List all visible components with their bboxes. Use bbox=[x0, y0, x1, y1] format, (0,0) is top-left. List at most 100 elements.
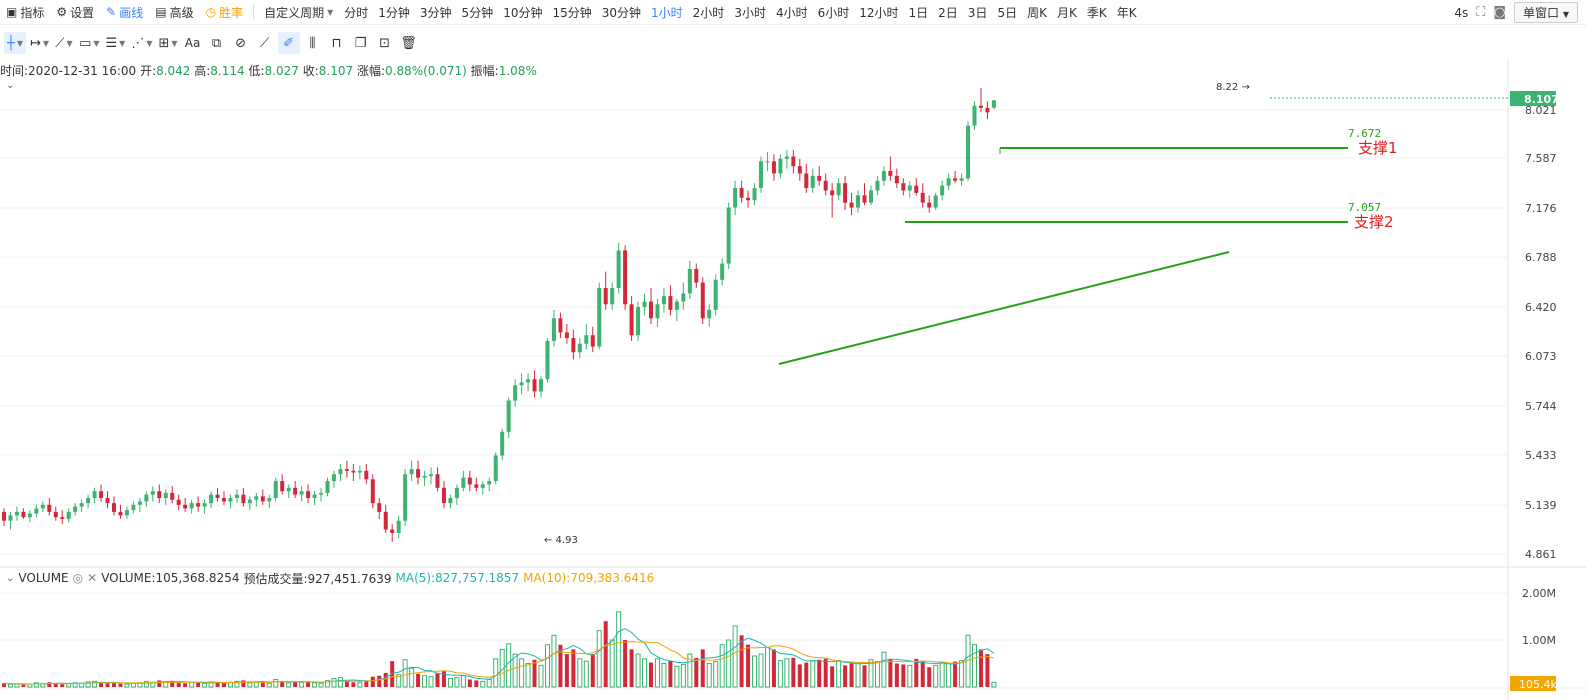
period-11[interactable]: 6小时 bbox=[817, 5, 850, 20]
candle-body bbox=[927, 202, 932, 208]
period-6[interactable]: 30分钟 bbox=[601, 5, 642, 20]
candle-body bbox=[260, 496, 265, 502]
period-5[interactable]: 15分钟 bbox=[552, 5, 592, 20]
eye-icon[interactable]: ◎ bbox=[72, 571, 84, 585]
crosshair-tool[interactable]: ┼ ▼ bbox=[4, 32, 26, 54]
vol-tick: 1.00M bbox=[1522, 634, 1556, 647]
volume-bar bbox=[208, 681, 214, 688]
candle-body bbox=[2, 511, 6, 521]
volume-bar bbox=[830, 666, 835, 687]
period-3[interactable]: 5分钟 bbox=[461, 5, 494, 20]
period-10[interactable]: 4小时 bbox=[775, 5, 808, 20]
volume-bar bbox=[668, 660, 673, 687]
magnet-tool[interactable]: ⊘ bbox=[230, 32, 252, 54]
volume-bar bbox=[409, 667, 415, 688]
period-16[interactable]: 5日 bbox=[997, 5, 1018, 20]
volume-bar bbox=[2, 683, 6, 687]
pattern-icon: ⧉ bbox=[211, 35, 222, 51]
lock-tool[interactable]: ⊓ bbox=[326, 32, 348, 54]
period-1[interactable]: 1分钟 bbox=[378, 5, 410, 20]
candle-body bbox=[286, 487, 291, 492]
candle-body bbox=[713, 279, 718, 310]
measure-tool[interactable]: ⫼ bbox=[302, 32, 324, 54]
camera-icon[interactable]: ◙ bbox=[1493, 5, 1506, 20]
volume-bar bbox=[894, 663, 899, 687]
candle-body bbox=[306, 491, 311, 499]
period-18[interactable]: 月K bbox=[1056, 5, 1077, 20]
indicator-button[interactable]: ▣ 指标 bbox=[0, 0, 50, 25]
period-9[interactable]: 3小时 bbox=[734, 5, 766, 20]
period-0[interactable]: 分时 bbox=[344, 5, 369, 20]
volume-bar bbox=[939, 662, 945, 688]
chevron-down-icon[interactable]: ⌄ bbox=[6, 572, 15, 584]
volume-bar bbox=[920, 660, 925, 687]
candle-body bbox=[254, 496, 259, 500]
period-15[interactable]: 3日 bbox=[967, 5, 988, 20]
winrate-button[interactable]: ◷ 胜率 bbox=[200, 0, 250, 25]
copy-tool[interactable]: ❐ bbox=[350, 32, 372, 54]
ruler-tool[interactable]: ⟋ bbox=[254, 32, 276, 54]
close-icon[interactable]: ✕ bbox=[87, 571, 98, 585]
candle-body bbox=[234, 494, 239, 499]
candle-body bbox=[700, 282, 705, 319]
fib-tool[interactable]: ⊞ ▼ bbox=[156, 32, 179, 54]
candle-body bbox=[396, 520, 401, 534]
volume-bar bbox=[972, 644, 977, 688]
candle-body bbox=[778, 158, 783, 174]
price-tick: 6.073 bbox=[1525, 350, 1557, 363]
window-mode-select[interactable]: 单窗口 ▼ bbox=[1514, 2, 1578, 23]
volume-bar bbox=[694, 657, 699, 687]
candle-body bbox=[338, 469, 343, 475]
settings-button[interactable]: ⚙ 设置 bbox=[50, 0, 100, 25]
candle-body bbox=[551, 318, 556, 341]
candle-body bbox=[797, 166, 802, 174]
period-12[interactable]: 12小时 bbox=[859, 5, 899, 20]
delete-tool[interactable]: 🗑 bbox=[398, 32, 420, 54]
pattern-tool[interactable]: ⧉ bbox=[206, 32, 228, 54]
fullscreen-icon[interactable]: ⛶ bbox=[1476, 5, 1486, 20]
time-label: 时间: bbox=[0, 64, 29, 78]
candle-body bbox=[34, 508, 39, 514]
period-17[interactable]: 周K bbox=[1027, 5, 1047, 20]
draw-button[interactable]: ✎ 画线 bbox=[100, 0, 149, 25]
candle-body bbox=[616, 250, 621, 288]
custom-period-button[interactable]: 自定义周期 ▼ bbox=[258, 0, 339, 25]
screenshot-tool[interactable]: ⊡ bbox=[374, 32, 396, 54]
candle-body bbox=[364, 470, 369, 480]
candle-body bbox=[344, 469, 349, 471]
period-8[interactable]: 2小时 bbox=[692, 5, 725, 20]
period-7[interactable]: 1小时 bbox=[651, 5, 683, 20]
channel-tool[interactable]: ☰ ▼ bbox=[104, 32, 128, 54]
period-14[interactable]: 2日 bbox=[938, 5, 958, 20]
period-20[interactable]: 年K bbox=[1116, 5, 1137, 20]
period-2[interactable]: 3分钟 bbox=[419, 5, 452, 20]
refresh-interval[interactable]: 4s bbox=[1454, 5, 1469, 20]
volume-bar bbox=[855, 662, 861, 688]
candle-body bbox=[746, 197, 751, 201]
candle-body bbox=[66, 511, 71, 519]
candle-body bbox=[868, 190, 873, 203]
price-tick: 4.861 bbox=[1525, 548, 1557, 561]
volume-bar bbox=[862, 665, 867, 687]
volume-bar bbox=[544, 644, 550, 688]
trendline-tool[interactable]: ⟋ ▼ bbox=[53, 32, 75, 54]
text-tool[interactable]: Aa bbox=[182, 32, 204, 54]
candle-body bbox=[752, 188, 757, 201]
period-19[interactable]: 季K bbox=[1086, 5, 1107, 20]
candle-body bbox=[733, 188, 738, 208]
horizontal-ray-tool[interactable]: ↦ ▼ bbox=[28, 32, 51, 54]
volume-bar bbox=[176, 682, 181, 687]
period-13[interactable]: 1日 bbox=[908, 5, 929, 20]
candle-body bbox=[991, 100, 996, 108]
volume-bar bbox=[978, 649, 983, 687]
brush-tool[interactable]: ✐ bbox=[277, 32, 300, 54]
advanced-button[interactable]: ▤ 高级 bbox=[149, 0, 199, 25]
rectangle-tool[interactable]: ▭ ▼ bbox=[77, 32, 101, 54]
volume-bar bbox=[642, 658, 648, 688]
custom-period-label: 自定义周期 bbox=[264, 5, 325, 20]
collapse-chevron-icon[interactable]: ⌄ bbox=[6, 80, 15, 91]
wave-tool[interactable]: ⋰ ▼ bbox=[129, 32, 154, 54]
period-4[interactable]: 10分钟 bbox=[503, 5, 543, 20]
candle-body bbox=[390, 529, 395, 534]
